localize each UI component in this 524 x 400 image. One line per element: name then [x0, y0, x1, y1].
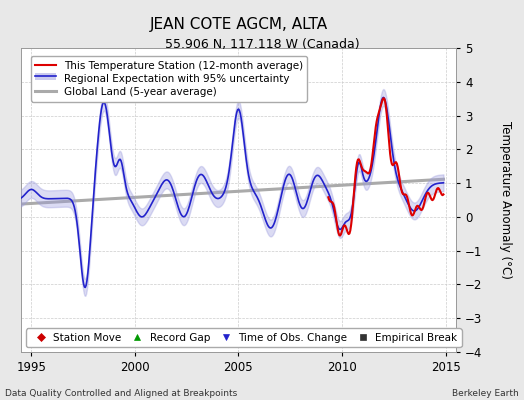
Legend: Station Move, Record Gap, Time of Obs. Change, Empirical Break: Station Move, Record Gap, Time of Obs. C…: [26, 328, 462, 347]
Text: Data Quality Controlled and Aligned at Breakpoints: Data Quality Controlled and Aligned at B…: [5, 389, 237, 398]
Title: JEAN COTE AGCM, ALTA: JEAN COTE AGCM, ALTA: [149, 16, 328, 32]
Text: 55.906 N, 117.118 W (Canada): 55.906 N, 117.118 W (Canada): [165, 38, 359, 51]
Text: Berkeley Earth: Berkeley Earth: [452, 389, 519, 398]
Y-axis label: Temperature Anomaly (°C): Temperature Anomaly (°C): [499, 121, 512, 279]
